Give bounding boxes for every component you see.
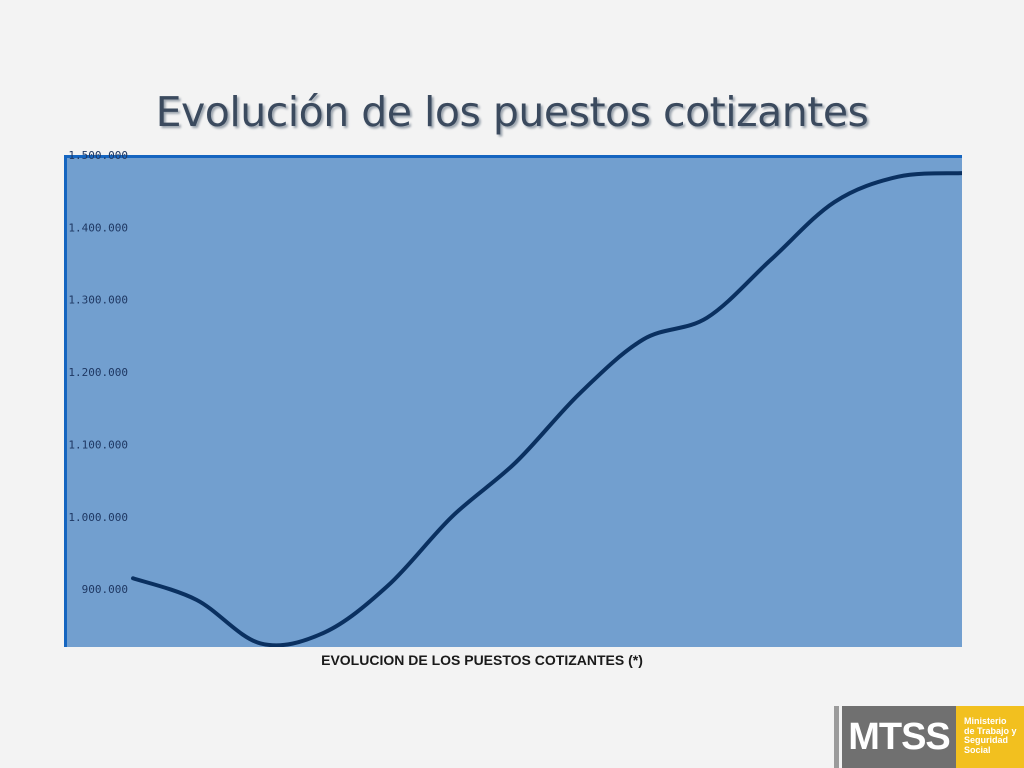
y-tick-label: 900.000 <box>82 583 128 596</box>
logo-line-1: Ministerio <box>964 716 1007 726</box>
logo-line-3: Seguridad <box>964 735 1009 745</box>
plot-area <box>64 155 962 647</box>
chart-caption: EVOLUCION DE LOS PUESTOS COTIZANTES (*) <box>321 652 643 668</box>
y-tick-label: 1.100.000 <box>68 438 128 451</box>
logo-ministry-text: Ministerio de Trabajo y Seguridad Social <box>956 706 1024 768</box>
y-tick-label: 1.200.000 <box>68 366 128 379</box>
logo-line-4: Social <box>964 744 991 755</box>
logo-wordmark: MTSS <box>842 706 956 768</box>
mtss-logo: MTSS Ministerio de Trabajo y Seguridad S… <box>834 706 1024 768</box>
logo-bar <box>834 706 839 768</box>
logo-line-2: de Trabajo y <box>964 725 1017 736</box>
y-tick-label: 1.300.000 <box>68 294 128 307</box>
y-axis-ticks: 900.000 1.000.000 1.100.000 1.200.000 1.300.… <box>68 149 128 596</box>
y-tick-label: 1.500.000 <box>68 149 128 162</box>
y-tick-label: 1.400.000 <box>68 221 128 234</box>
series-line <box>131 171 962 647</box>
y-tick-label: 1.000.000 <box>68 511 128 524</box>
slide-title: Evolución de los puestos cotizantes <box>155 88 869 136</box>
